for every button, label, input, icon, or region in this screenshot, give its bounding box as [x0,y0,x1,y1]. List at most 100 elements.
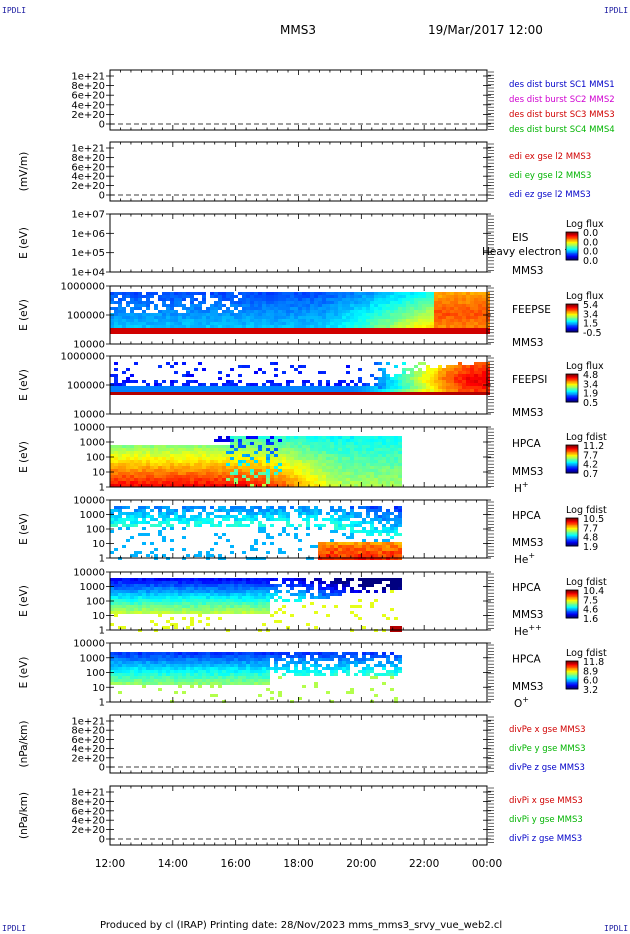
y-tick-label: 1e+05 [71,248,105,259]
spectrogram-hplus [110,436,402,487]
overlay-text: Heavy electron to [482,246,575,258]
colorbar-7 [565,589,579,619]
legend-entry: divPe x gse MMS3 [509,725,586,735]
x-tick-label: 18:00 [283,858,313,870]
y-tick-label: 1 [99,698,105,709]
colorbar-tick-label: 3.4 [583,309,598,320]
instrument-label: FEEPSI [512,374,547,386]
y-tick-label: 10000 [73,410,105,421]
panel-frame [109,213,488,273]
colorbar-tick-label: -0.5 [583,328,602,339]
y-tick-label: 1e+21 [71,717,105,728]
instrument-label: HPCA [512,438,542,450]
legend-entry: des dist burst SC2 MMS2 [509,95,615,105]
x-tick-label: 12:00 [95,858,125,870]
colorbar-tick-label: 0.7 [583,469,598,480]
legend-entry: des dist burst SC4 MMS4 [509,125,615,135]
colorbar-tick-label: 1.9 [583,389,598,400]
legend-entry: divPi x gse MMS3 [509,796,583,806]
y-axis-label: E (eV) [18,369,30,401]
footer-text: Produced by cl (IRAP) Printing date: 28/… [100,920,503,931]
colorbar-tick-label: 11.2 [583,441,604,452]
y-tick-label: 1000 [80,653,105,664]
species-label: He+ [514,551,535,566]
colorbar-tick-label: 1.6 [583,614,598,625]
y-tick-label: 8e+20 [71,726,105,737]
y-tick-label: 1e+21 [71,788,105,799]
colorbar-tick-label: 0.0 [583,237,598,248]
colorbar-tick-label: 0.0 [583,228,598,239]
y-axis-label: E (eV) [18,657,30,689]
species-label: O+ [514,695,529,710]
instrument-label: HPCA [512,582,542,594]
colorbar-tick-label: 4.6 [583,605,598,616]
y-tick-label: 10 [92,539,105,550]
y-tick-label: 1e+04 [71,268,105,279]
colorbar-title: Log fdist [566,648,607,659]
y-tick-label: 1000 [80,510,105,521]
y-tick-label: 1e+06 [71,229,105,240]
y-tick-label: 1e+07 [71,210,105,221]
date-title: 19/Mar/2017 12:00 [428,23,543,37]
corner-label-bottom-left: IPDLI [2,924,27,933]
colorbar-tick-label: 5.4 [583,300,598,311]
spectrogram-feepsi [110,362,490,395]
y-tick-label: 8e+20 [71,81,105,92]
colorbar-2 [565,231,579,261]
y-tick-label: 1 [99,626,105,637]
colorbar-5 [565,444,579,474]
y-tick-label: 10 [92,468,105,479]
colorbar-tick-label: 3.4 [583,379,598,390]
x-tick-label: 16:00 [221,858,251,870]
spacecraft-label: MMS3 [512,337,543,349]
colorbar-tick-label: 0.0 [583,247,598,258]
y-tick-label: 2e+20 [71,110,105,121]
colorbar-8 [565,660,579,690]
y-axis-label: E (eV) [18,513,30,545]
spectrogram-oplus [110,652,402,703]
y-tick-label: 1e+21 [71,72,105,83]
y-tick-label: 100000 [67,311,105,322]
spacecraft-title: MMS3 [280,23,316,37]
colorbar-tick-label: 3.2 [583,685,598,696]
spacecraft-label: MMS3 [512,407,543,419]
colorbar-title: Log flux [566,291,604,302]
colorbar-tick-label: 1.5 [583,319,598,330]
y-tick-label: 8e+20 [71,797,105,808]
corner-label-bottom-right: IPDLI [604,924,629,933]
y-tick-label: 10000 [73,340,105,351]
colorbar-title: Log flux [566,361,604,372]
colorbar-tick-label: 7.7 [583,450,598,461]
colorbar-tick-label: 4.8 [583,533,598,544]
colorbar-tick-label: 7.7 [583,523,598,534]
legend-entry: des dist burst SC3 MMS3 [509,110,615,120]
spacecraft-label: MMS3 [512,537,543,549]
y-tick-label: 10000 [73,568,105,579]
y-tick-label: 8e+20 [71,153,105,164]
legend-entry: divPi z gse MMS3 [509,834,582,844]
panel-frame [109,714,488,774]
y-tick-label: 6e+20 [71,806,105,817]
y-tick-label: 10 [92,683,105,694]
instrument-label: EIS [512,232,529,244]
colorbar-tick-label: 0.0 [583,256,598,267]
x-tick-label: 14:00 [158,858,188,870]
legend-entry: des dist burst SC1 MMS1 [509,80,615,90]
y-tick-label: 100 [86,668,105,679]
species-label: He++ [514,623,542,638]
x-tick-label: 00:00 [472,858,502,870]
legend-entry: edi ey gse l2 MMS3 [509,171,591,181]
colorbar-tick-label: 11.8 [583,657,604,668]
spectrogram-heplusplus [110,578,402,632]
y-tick-label: 100 [86,597,105,608]
y-axis-label: E (eV) [18,227,30,259]
colorbar-tick-label: 8.9 [583,666,598,677]
colorbar-tick-label: 10.5 [583,514,604,525]
legend-entry: edi ex gse l2 MMS3 [509,152,591,162]
y-tick-label: 0 [99,763,105,774]
y-tick-label: 4e+20 [71,172,105,183]
colorbar-tick-label: 4.8 [583,370,598,381]
y-axis-label: (nPa/km) [18,721,30,768]
y-tick-label: 1000 [80,582,105,593]
spacecraft-label: MMS3 [512,681,543,693]
